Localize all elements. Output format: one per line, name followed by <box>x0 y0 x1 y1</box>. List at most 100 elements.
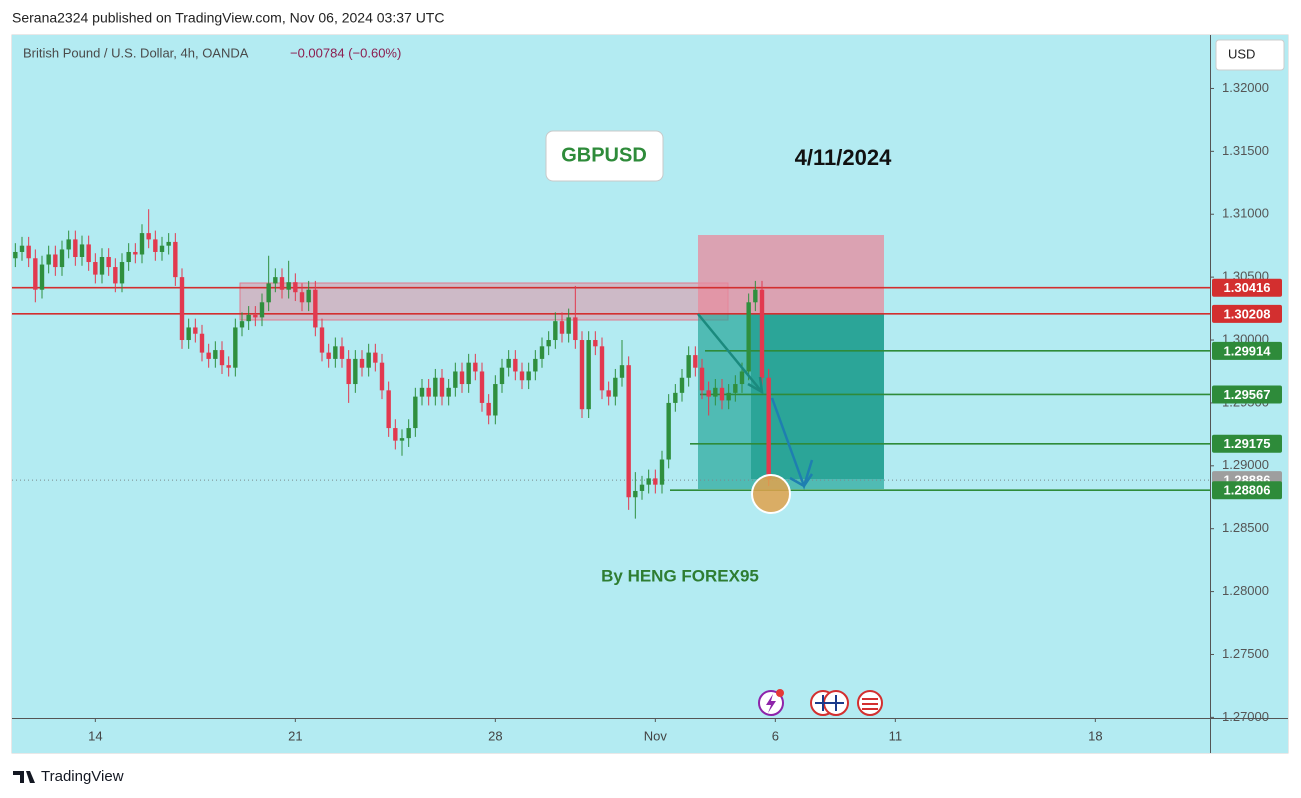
currency-label: USD <box>1228 46 1255 61</box>
candle-body <box>706 390 711 397</box>
flag-stripes <box>862 698 878 710</box>
candle-body <box>299 292 305 303</box>
price-label-box <box>1212 385 1282 404</box>
y-tick-label: 1.29000 <box>1222 457 1269 472</box>
x-tick-label: 6 <box>772 728 779 743</box>
candle-body <box>513 358 518 372</box>
candle-body <box>459 371 465 385</box>
candle-body <box>139 233 145 255</box>
candle-body <box>39 264 45 290</box>
price-label: 1.29914 <box>1224 343 1272 358</box>
price-label: 1.28806 <box>1224 483 1271 498</box>
candle-body <box>273 277 278 284</box>
candle-body <box>13 251 18 259</box>
candle-body <box>166 241 171 246</box>
event-icons <box>758 689 883 716</box>
candle-body <box>93 262 98 275</box>
candle-body <box>379 362 385 391</box>
levels <box>12 286 1210 492</box>
price-label-box <box>1212 304 1282 323</box>
candle-body <box>353 358 358 385</box>
candle-body <box>419 387 425 397</box>
candle-body <box>639 484 645 491</box>
candle-body <box>473 362 478 372</box>
candle-body <box>713 387 718 397</box>
candle-body <box>559 321 565 334</box>
candle-body <box>679 377 685 393</box>
candle-body <box>239 321 245 328</box>
candle-body <box>653 478 658 485</box>
candle-body <box>279 277 285 290</box>
candle-body <box>179 277 185 341</box>
candle-body <box>79 244 85 258</box>
candle-body <box>113 267 118 284</box>
price-change: −0.00784 (−0.60%) <box>290 45 401 60</box>
candle-body <box>573 317 578 341</box>
y-tick-label: 1.27500 <box>1222 646 1269 661</box>
published-line: Serana2324 published on TradingView.com,… <box>12 10 444 26</box>
candle-body <box>479 371 485 403</box>
candle-body <box>313 289 318 328</box>
candle-body <box>486 402 491 416</box>
currency-button[interactable] <box>1215 39 1285 71</box>
candle-body <box>446 387 451 397</box>
candle-body <box>33 258 38 290</box>
candle-body <box>593 340 598 347</box>
event-icon-bolt <box>766 694 776 713</box>
candle-body <box>206 352 211 359</box>
candle-body <box>99 257 105 275</box>
price-label: 1.30208 <box>1224 306 1271 321</box>
author-label: By HENG FOREX95 <box>601 566 759 585</box>
flag-cross <box>815 695 844 711</box>
candle-body <box>246 314 251 322</box>
price-label-box <box>1212 278 1282 297</box>
candle-body <box>586 340 591 410</box>
candle-body <box>619 365 625 378</box>
date-label: 4/11/2024 <box>795 145 892 170</box>
candle-body <box>219 350 225 366</box>
candle-body <box>213 350 218 359</box>
candle-body <box>433 377 438 397</box>
candle-body <box>613 377 618 397</box>
candle-body <box>666 402 671 460</box>
candle-body <box>19 245 25 252</box>
candle-body <box>226 365 231 368</box>
candle-body <box>426 387 431 397</box>
candle-body <box>126 251 131 263</box>
candle-body <box>53 254 58 268</box>
candle-body <box>686 355 691 378</box>
footer-logo <box>13 771 35 783</box>
arrows <box>697 313 814 514</box>
candle-body <box>259 302 265 318</box>
price-label: 1.29175 <box>1224 436 1271 451</box>
candle-body <box>519 371 525 381</box>
candle-body <box>599 346 605 391</box>
candle-body <box>73 239 78 258</box>
candle-body <box>333 346 338 359</box>
x-tick-label: 14 <box>88 728 102 743</box>
candle-body <box>106 257 111 268</box>
candle-body <box>626 365 631 498</box>
candle-body <box>233 327 238 368</box>
ticker-box <box>545 130 664 182</box>
candle-body <box>759 289 765 378</box>
target-circle <box>751 474 791 514</box>
candle-body <box>359 358 365 368</box>
candle-body <box>699 367 705 391</box>
candle-body <box>386 390 391 429</box>
candles <box>13 209 771 519</box>
target-zone-inner <box>751 313 884 479</box>
candle-body <box>199 333 205 353</box>
candle-body <box>293 282 298 293</box>
footer-brand: TradingView <box>41 768 124 785</box>
candle-body <box>766 377 771 480</box>
candle-body <box>453 371 458 388</box>
price-label-box <box>1212 341 1282 360</box>
candle-body <box>266 283 271 303</box>
candle-body <box>366 352 371 368</box>
candle-body <box>373 352 378 363</box>
candle-body <box>66 239 71 250</box>
candle-body <box>393 428 398 441</box>
